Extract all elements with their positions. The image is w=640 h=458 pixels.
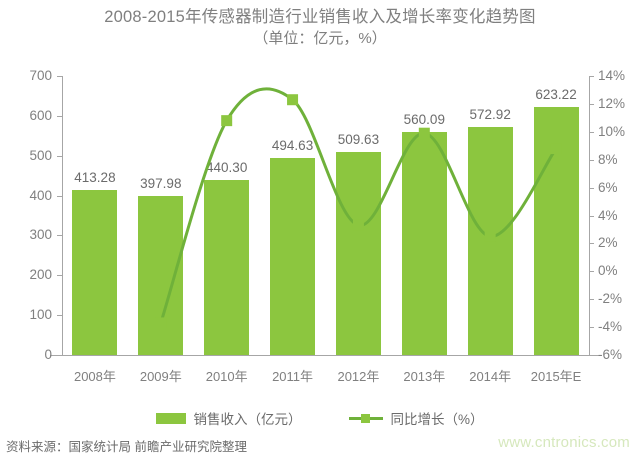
y-axis-right-tick-label: 12% [598, 95, 626, 111]
y-axis-left-tick [57, 76, 62, 77]
growth-point-2011年[interactable] [287, 94, 299, 106]
x-axis-label: 2015年E [530, 369, 582, 384]
y-axis-right-tick-label: 14% [598, 68, 626, 83]
y-axis-left-tick [57, 275, 62, 277]
legend-line-swatch-icon [349, 412, 384, 424]
bar-2012年[interactable] [335, 151, 381, 355]
x-axis-label: 2009年 [139, 369, 182, 384]
y-axis-right-tick [589, 159, 594, 161]
bar-2008年[interactable] [72, 190, 118, 355]
y-axis-left-tick [57, 315, 62, 317]
y-axis-left-tick-label: 500 [29, 147, 52, 163]
chart-legend: 销售收入（亿元） 同比增长（%） [0, 408, 640, 428]
y-axis-left-tick-label: 300 [29, 227, 52, 243]
y-axis-left-tick-label: 200 [29, 267, 52, 283]
y-axis-right-tick-label: -2% [598, 291, 623, 307]
chart-subtitle: （单位：亿元，%） [253, 30, 387, 47]
chart-title: 2008-2015年传感器制造行业销售收入及增长率变化趋势图 [104, 8, 536, 26]
y-axis-right-tick-label: -4% [598, 319, 623, 335]
y-axis-right-tick-label: 4% [598, 207, 618, 223]
growth-point-2010年[interactable] [221, 115, 233, 127]
y-axis-right-tick-label: -6% [598, 347, 623, 362]
bar-value-label: 509.63 [337, 131, 380, 147]
bar-2010年[interactable] [204, 179, 250, 355]
y-axis-right-tick [589, 187, 594, 189]
y-axis-left-tick-label: 700 [29, 68, 52, 83]
x-axis-label: 2010年 [205, 369, 248, 384]
source-note: 资料来源：国家统计局 前瞻产业研究院整理 [6, 440, 247, 454]
y-axis-right-tick-label: 8% [598, 151, 618, 167]
bar-value-label: 572.92 [469, 106, 511, 122]
bar-value-label: 440.30 [206, 159, 248, 175]
y-axis-left-tick-label: 400 [29, 187, 52, 203]
bar-2013年[interactable] [401, 131, 447, 355]
y-axis-right-tick-label: 0% [598, 263, 618, 279]
chart-title-block: 2008-2015年传感器制造行业销售收入及增长率变化趋势图 （单位：亿元，%） [0, 6, 640, 50]
y-axis-left-tick [57, 195, 62, 197]
y-axis-left-line [62, 76, 63, 356]
x-axis-label: 2008年 [73, 369, 116, 384]
y-axis-right-tick [589, 103, 594, 105]
y-axis-right-tick-label: 6% [598, 179, 618, 195]
y-axis-right-tick [589, 271, 594, 273]
watermark: www.cntronics.com [498, 434, 630, 451]
bar-2009年[interactable] [138, 196, 184, 355]
x-axis-label: 2011年 [272, 369, 314, 384]
y-axis-right-tick [589, 327, 594, 329]
x-axis-label: 2014年 [469, 369, 512, 384]
y-axis-right-tick-label: 10% [598, 123, 626, 139]
x-axis-label: 2013年 [403, 369, 446, 384]
y-axis-right-tick [589, 355, 594, 356]
y-axis-left-tick [57, 155, 62, 157]
y-axis-left-tick [57, 235, 62, 237]
x-axis-line [50, 355, 602, 356]
y-axis-right-tick [589, 215, 594, 217]
y-axis-right-tick [589, 76, 594, 77]
bar-2014年[interactable] [467, 126, 513, 355]
y-axis-right-tick [589, 299, 594, 301]
bar-value-label: 623.22 [535, 86, 577, 102]
y-axis-left-tick [57, 115, 62, 117]
bar-value-label: 413.28 [74, 170, 116, 186]
y-axis-left-tick-label: 0 [44, 347, 52, 362]
y-axis-right-tick-label: 2% [598, 235, 618, 251]
legend-label-growth: 同比增长（%） [390, 412, 484, 427]
bar-2011年[interactable] [270, 157, 316, 355]
y-axis-right-tick [589, 243, 594, 245]
legend-label-revenue: 销售收入（亿元） [193, 412, 302, 427]
legend-bar-swatch-icon [156, 412, 187, 424]
y-axis-left-tick-label: 600 [29, 107, 52, 123]
x-axis-label: 2012年 [337, 369, 380, 384]
y-axis-right-tick [589, 131, 594, 133]
y-axis-left-tick [57, 355, 62, 356]
y-axis-left-tick-label: 100 [29, 307, 52, 323]
legend-item-revenue[interactable]: 销售收入（亿元） [156, 408, 301, 428]
legend-item-growth[interactable]: 同比增长（%） [349, 408, 484, 428]
bar-value-label: 397.98 [140, 176, 182, 192]
bar-2015年E[interactable] [533, 106, 579, 355]
